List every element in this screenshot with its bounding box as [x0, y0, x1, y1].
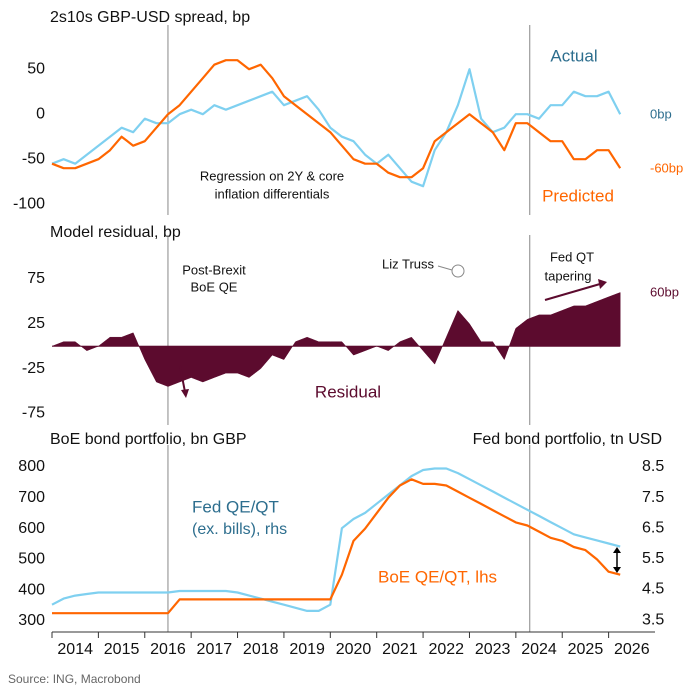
x-tick-label: 2024	[521, 641, 557, 658]
y-tick-label: 300	[18, 612, 45, 629]
series-line	[51, 59, 622, 179]
series-label: Fed QE/QT	[192, 497, 279, 516]
marker-circle	[451, 264, 465, 278]
y-tick-label: 700	[18, 489, 45, 506]
panel-title: Model residual, bp	[50, 224, 181, 241]
annotation: Liz Truss	[382, 256, 435, 271]
series-label: Actual	[550, 46, 597, 65]
x-tick-label: 2025	[568, 641, 604, 658]
annotation: 60bp	[650, 284, 679, 299]
y-tick-label: 400	[18, 581, 45, 598]
series-line	[52, 478, 621, 615]
y-tick-label: 25	[27, 315, 45, 332]
panel-title: 2s10s GBP-USD spread, bp	[50, 9, 250, 26]
y2-tick-label: 4.5	[642, 581, 664, 598]
x-tick-label: 2020	[336, 641, 372, 658]
y-tick-label: -25	[22, 360, 45, 377]
x-tick-label: 2019	[289, 641, 325, 658]
arrow-head	[613, 547, 621, 553]
residual-area	[51, 292, 621, 387]
x-tick-label: 2017	[197, 641, 233, 658]
y2-tick-label: 3.5	[642, 611, 664, 628]
arrow-head	[613, 567, 621, 573]
arrow	[544, 283, 601, 301]
annotation: (ex. bills), rhs	[192, 521, 287, 538]
y-tick-label: 0	[36, 105, 45, 122]
series-label: BoE QE/QT, lhs	[378, 567, 497, 586]
arrow	[179, 365, 186, 393]
annotation: -60bp	[650, 160, 683, 175]
source: Source: ING, Macrobond	[8, 672, 141, 686]
x-tick-label: 2015	[104, 641, 140, 658]
x-tick-label: 2026	[614, 641, 650, 658]
y-tick-label: -75	[22, 405, 45, 422]
y-tick-label: 600	[18, 520, 45, 537]
series-label: Residual	[315, 382, 381, 401]
y-tick-label: 500	[18, 551, 45, 568]
x-tick-label: 2021	[382, 641, 418, 658]
annotation: inflation differentials	[215, 186, 330, 201]
y-tick-label: -50	[22, 150, 45, 167]
y2-tick-label: 8.5	[642, 458, 664, 475]
annotation: Regression on 2Y & core	[200, 168, 344, 183]
y-tick-label: 800	[18, 458, 45, 475]
annotation: Post-Brexit	[182, 262, 246, 277]
panel-title-right: Fed bond portfolio, tn USD	[473, 431, 662, 448]
decorations	[179, 264, 621, 573]
series-line	[51, 467, 621, 612]
y2-tick-label: 5.5	[642, 550, 664, 567]
annotation: Fed QT	[550, 249, 594, 264]
pointer	[437, 265, 453, 271]
y-tick-label: 50	[27, 60, 45, 77]
x-tick-label: 2022	[428, 641, 464, 658]
arrow-head	[598, 279, 607, 289]
annotation: BoE QE	[191, 279, 238, 294]
x-tick-label: 2023	[475, 641, 511, 658]
x-tick-label: 2016	[150, 641, 186, 658]
series-line	[51, 68, 622, 188]
x-tick-label: 2018	[243, 641, 279, 658]
panel-title: BoE bond portfolio, bn GBP	[50, 431, 247, 448]
x-tick-label: 2014	[57, 641, 93, 658]
y2-tick-label: 7.5	[642, 489, 664, 506]
series-label: Predicted	[542, 186, 614, 205]
arrow-head	[181, 389, 189, 398]
y2-tick-label: 6.5	[642, 519, 664, 536]
annotation: 0bp	[650, 106, 672, 121]
annotation: tapering	[545, 268, 592, 283]
y-tick-label: 75	[27, 270, 45, 287]
y-tick-label: -100	[13, 195, 45, 212]
